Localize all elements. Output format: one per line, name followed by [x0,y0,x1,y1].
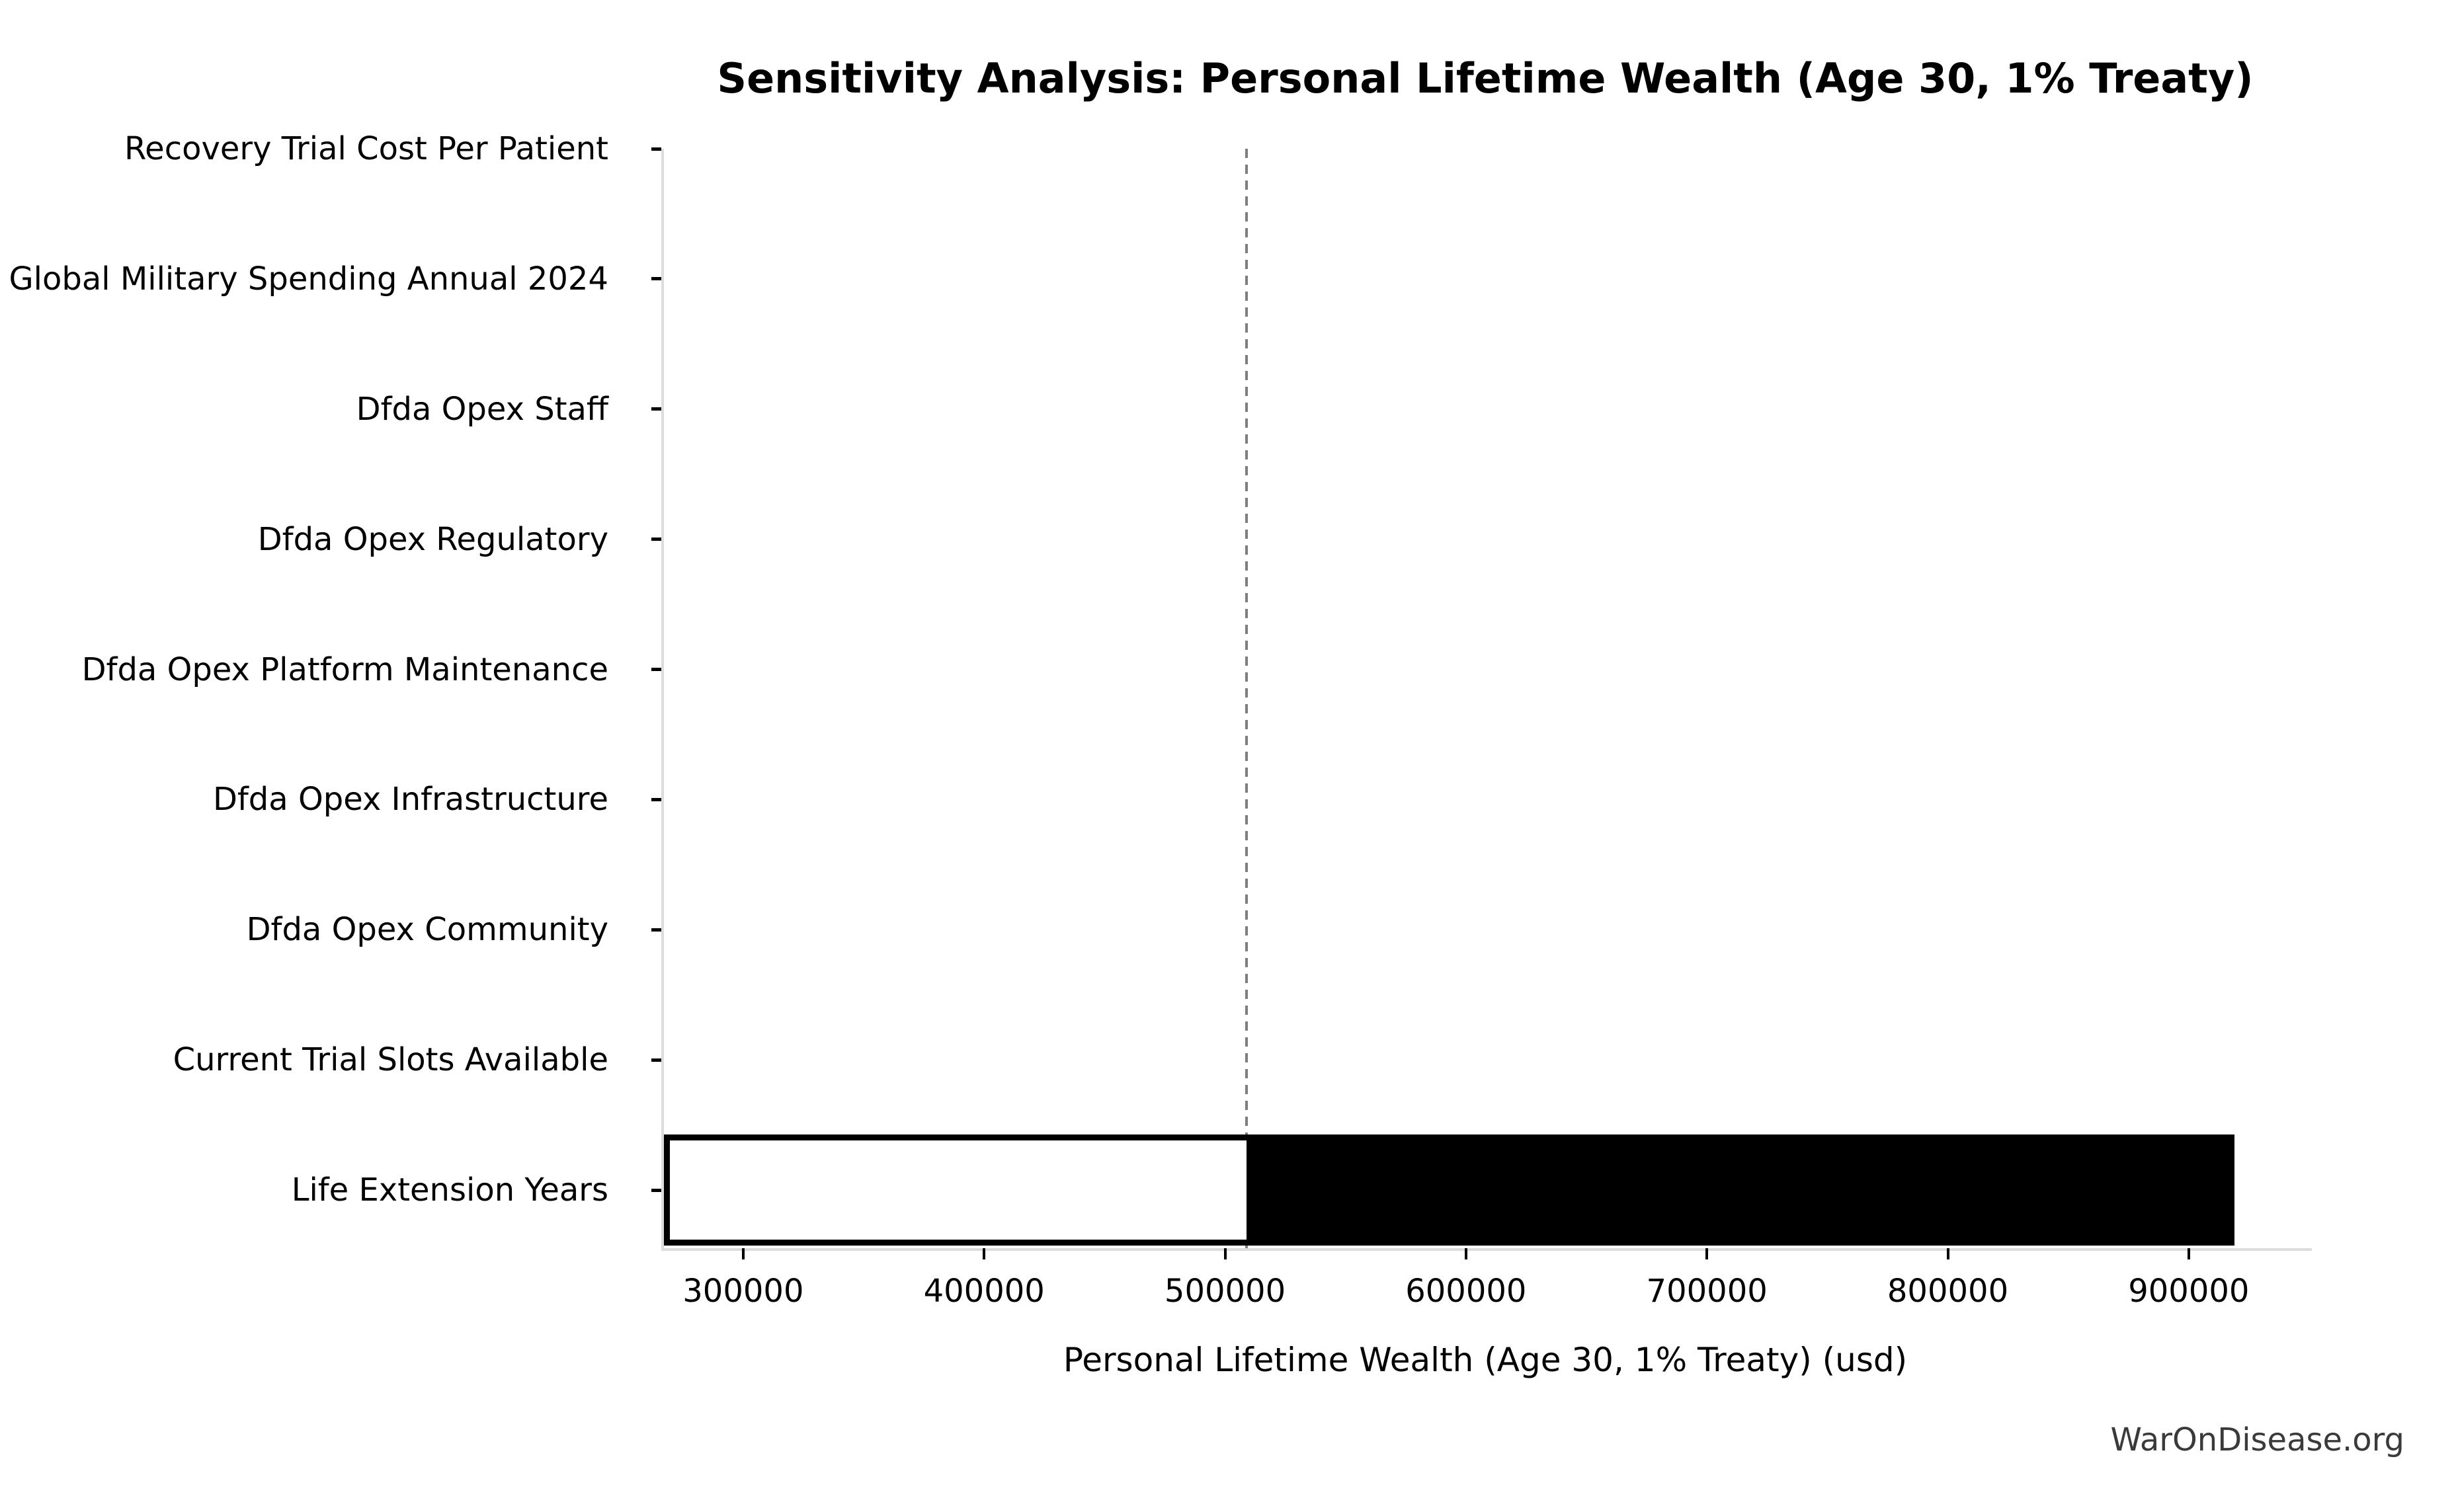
y-tick-mark [651,928,661,932]
chart-title: Sensitivity Analysis: Personal Lifetime … [717,54,2254,102]
y-tick-label: Current Trial Slots Available [173,1041,608,1079]
x-tick-label: 700000 [1646,1273,1768,1310]
y-tick-mark [651,277,661,281]
x-tick-label: 300000 [682,1273,804,1310]
y-tick-label: Dfda Opex Platform Maintenance [81,651,608,688]
x-tick-label: 500000 [1164,1273,1286,1310]
y-tick-label: Global Military Spending Annual 2024 [9,260,608,298]
y-tick-mark [651,147,661,151]
x-tick-mark [1705,1248,1709,1259]
x-tick-label: 800000 [1887,1273,2009,1310]
baseline-dashed-line [1245,149,1248,1248]
y-tick-mark [651,537,661,541]
y-tick-mark [651,668,661,671]
y-tick-label: Dfda Opex Community [246,911,608,949]
y-tick-mark [651,1188,661,1192]
y-tick-mark [651,1058,661,1062]
x-tick-label: 900000 [2128,1273,2250,1310]
x-tick-label: 400000 [923,1273,1045,1310]
bar-high-segment [1247,1134,2235,1246]
x-tick-mark [1464,1248,1467,1259]
x-tick-mark [983,1248,986,1259]
y-tick-label: Dfda Opex Infrastructure [212,781,608,818]
y-tick-label: Dfda Opex Staff [356,390,608,428]
x-tick-mark [741,1248,745,1259]
x-tick-mark [2187,1248,2190,1259]
y-tick-label: Life Extension Years [291,1172,608,1209]
watermark: WarOnDisease.org [2110,1421,2404,1458]
y-tick-mark [651,407,661,411]
y-tick-label: Recovery Trial Cost Per Patient [124,130,608,167]
x-tick-mark [1946,1248,1949,1259]
x-axis-label: Personal Lifetime Wealth (Age 30, 1% Tre… [1063,1341,1908,1379]
x-tick-mark [1223,1248,1227,1259]
plot-area [661,149,2312,1251]
y-tick-label: Dfda Opex Regulatory [257,520,608,558]
x-tick-label: 600000 [1405,1273,1527,1310]
y-tick-mark [651,797,661,801]
